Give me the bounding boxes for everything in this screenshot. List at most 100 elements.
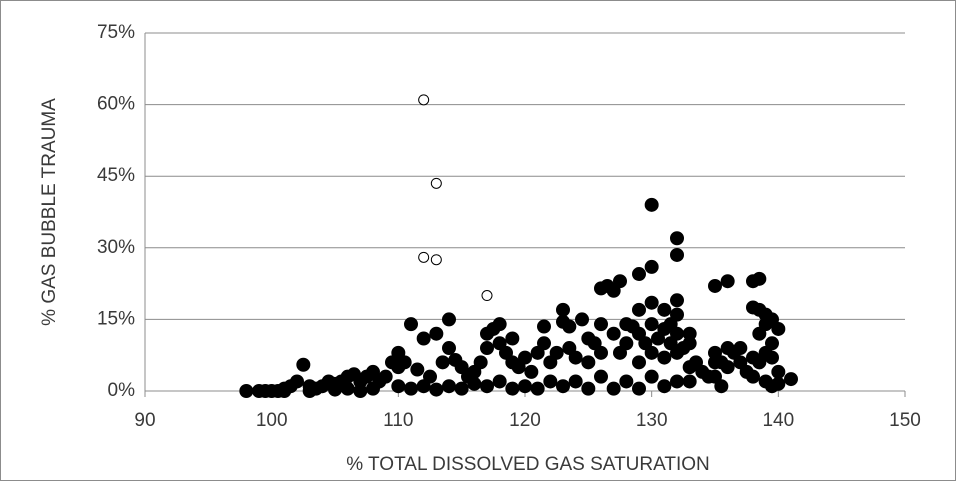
scatter-point — [480, 379, 494, 394]
scatter-point — [632, 326, 646, 341]
scatter-point — [644, 369, 659, 384]
scatter-point — [568, 350, 583, 365]
scatter-point — [587, 336, 602, 351]
scatter-point — [430, 177, 442, 189]
scatter-point — [606, 283, 621, 298]
y-axis-label: % GAS BUBBLE TRAUMA — [39, 98, 60, 326]
scatter-point — [416, 379, 431, 394]
x-tick-label: 90 — [134, 410, 155, 431]
scatter-point — [632, 267, 646, 282]
scatter-point — [530, 345, 545, 360]
y-tick-label: 30% — [97, 237, 135, 258]
x-tick-label: 150 — [889, 410, 921, 431]
scatter-point — [594, 369, 608, 384]
scatter-point — [296, 357, 311, 372]
scatter-point — [682, 374, 697, 389]
scatter-point — [418, 94, 430, 106]
y-tick-label: 60% — [97, 94, 135, 115]
scatter-point — [556, 302, 570, 317]
x-tick-label: 140 — [762, 410, 794, 431]
scatter-point — [418, 251, 430, 263]
scatter-point — [606, 326, 621, 341]
x-axis-label: % TOTAL DISSOLVED GAS SATURATION — [346, 454, 710, 475]
scatter-point — [353, 384, 368, 398]
scatter-point — [511, 360, 526, 375]
scatter-point — [410, 362, 425, 377]
scatter-point — [752, 326, 767, 341]
scatter-point — [340, 381, 355, 396]
scatter-point — [594, 345, 608, 360]
scatter-point — [784, 372, 798, 387]
scatter-point — [505, 331, 520, 346]
scatter-point — [632, 355, 646, 370]
scatter-point — [765, 336, 779, 351]
scatter-point — [708, 278, 722, 293]
scatter-point — [277, 384, 292, 398]
scatter-point — [404, 317, 418, 332]
scatter-point — [708, 369, 722, 384]
scatter-point — [239, 384, 254, 398]
scatter-point — [733, 355, 748, 370]
scatter-point — [765, 350, 779, 365]
scatter-point — [537, 319, 551, 334]
scatter-point — [670, 326, 684, 341]
scatter-point — [492, 317, 507, 332]
scatter-point — [442, 312, 456, 327]
scatter-point — [670, 374, 684, 389]
scatter-point — [663, 317, 678, 332]
scatter-point — [537, 336, 551, 351]
scatter-point — [397, 355, 412, 370]
scatter-point — [467, 376, 482, 391]
scatter-point — [435, 355, 450, 370]
x-tick-label: 100 — [256, 410, 288, 431]
scatter-point — [752, 271, 767, 286]
scatter-point — [549, 345, 564, 360]
scatter-point — [720, 360, 735, 375]
scatter-point — [543, 355, 558, 370]
scatter-point — [430, 254, 442, 266]
scatter-point — [594, 317, 608, 332]
scatter-point — [562, 341, 577, 356]
scatter-point — [644, 345, 659, 360]
scatter-point — [746, 369, 760, 384]
scatter-point — [670, 231, 684, 246]
scatter-point — [632, 302, 646, 317]
scatter-point — [619, 374, 634, 389]
scatter-point — [492, 336, 507, 351]
y-tick-label: 75% — [97, 22, 135, 43]
scatter-point — [644, 317, 659, 332]
x-tick-label: 120 — [509, 410, 541, 431]
scatter-point — [581, 381, 596, 396]
scatter-point — [638, 336, 653, 351]
scatter-point — [454, 381, 469, 396]
y-tick-label: 15% — [97, 308, 135, 329]
scatter-point — [499, 345, 513, 360]
scatter-point — [442, 379, 456, 394]
scatter-point — [429, 326, 444, 341]
scatter-point — [480, 341, 494, 356]
scatter-point — [771, 321, 786, 336]
scatter-point — [556, 379, 570, 394]
y-tick-label: 0% — [108, 380, 136, 401]
scatter-point — [524, 364, 539, 379]
scatter-point — [613, 345, 627, 360]
scatter-point — [442, 341, 456, 356]
scatter-point — [568, 374, 583, 389]
x-tick-label: 130 — [636, 410, 668, 431]
scatter-point — [670, 247, 684, 262]
scatter-point — [752, 355, 767, 370]
scatter-point — [290, 374, 304, 389]
scatter-point — [670, 293, 684, 308]
scatter-point — [518, 350, 532, 365]
scatter-point — [689, 355, 703, 370]
scatter-point — [391, 345, 406, 360]
scatter-point — [481, 290, 493, 302]
scatter-point — [733, 341, 748, 356]
scatter-point — [682, 336, 697, 351]
scatter-point — [378, 369, 393, 384]
scatter-point — [530, 381, 545, 396]
scatter-point — [606, 381, 621, 396]
scatter-point — [613, 274, 627, 289]
scatter-point — [454, 360, 469, 375]
